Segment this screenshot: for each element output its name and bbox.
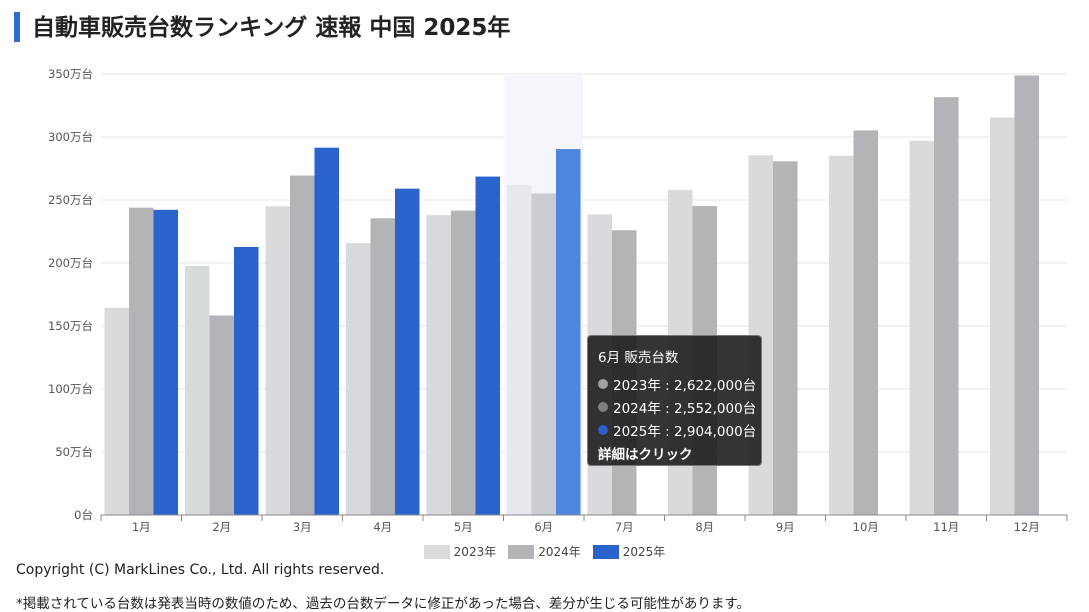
x-tick-label: 2月 — [212, 520, 231, 534]
series-dot-icon — [598, 424, 608, 435]
legend-item-2024[interactable]: 2024年 — [508, 543, 581, 560]
x-tick-label: 6月 — [534, 520, 553, 534]
series-dot-icon — [598, 378, 608, 389]
bar-2023年-12月 — [990, 117, 1015, 515]
y-tick-label: 150万台 — [48, 319, 93, 333]
y-tick-label: 200万台 — [48, 256, 93, 270]
chart-tooltip: 6月 販売台数 2023年 : 2,622,000台 2024年 : 2,552… — [587, 335, 762, 466]
x-tick-label: 8月 — [695, 520, 714, 534]
bar-2024年-1月 — [129, 207, 154, 515]
x-tick-label: 5月 — [454, 520, 473, 534]
chart-grid — [101, 73, 1067, 453]
y-tick-label: 300万台 — [48, 130, 93, 144]
legend-label: 2025年 — [622, 545, 666, 559]
bar-2024年-11月 — [934, 97, 959, 516]
bar-2025年-1月 — [153, 209, 178, 515]
bar-2024年-3月 — [290, 175, 315, 515]
tooltip-row: 2023年 : 2,622,000台 — [598, 372, 756, 395]
legend-swatch-2023 — [423, 544, 450, 559]
bar-2023年-10月 — [829, 155, 854, 515]
bar-2024年-10月 — [853, 130, 878, 515]
bar-2023年-6月 — [507, 184, 532, 516]
bar-2024年-6月 — [531, 193, 556, 515]
series-dot-icon — [598, 401, 608, 412]
tooltip-row: 2024年 : 2,552,000台 — [598, 395, 756, 418]
x-tick-label: 10月 — [853, 520, 879, 534]
sales-bar-chart: 0台 50万台 100万台 150万台 200万台 250万台 300万台 350万台 1月 2月… — [48, 67, 1068, 534]
legend-label: 2024年 — [538, 545, 581, 559]
tooltip-row-text: 2025年 : 2,904,000台 — [613, 423, 757, 440]
y-tick-label: 250万台 — [48, 193, 93, 207]
tooltip-title: 6月 販売台数 — [598, 350, 679, 366]
y-tick-label: 0台 — [74, 508, 93, 522]
copyright-text: Copyright (C) MarkLines Co., Ltd. All ri… — [16, 562, 385, 578]
x-tick-label: 4月 — [373, 520, 392, 534]
tooltip-detail-link[interactable]: 詳細はクリック — [598, 447, 693, 463]
bar-2023年-3月 — [265, 206, 290, 516]
bar-2023年-5月 — [426, 215, 451, 515]
y-tick-label: 100万台 — [48, 382, 93, 396]
bar-2024年-4月 — [370, 218, 395, 515]
bar-2024年-5月 — [451, 210, 476, 516]
x-tick-label: 12月 — [1014, 520, 1040, 534]
tooltip-row-text: 2024年 : 2,552,000台 — [613, 400, 757, 417]
x-tick-label: 9月 — [776, 520, 795, 534]
bar-2023年-11月 — [909, 140, 934, 515]
bar-2024年-12月 — [1014, 75, 1039, 516]
legend-swatch-2024 — [508, 544, 535, 559]
page-title: 自動車販売台数ランキング 速報 中国 2025年 — [32, 15, 511, 41]
tooltip-row-text: 2023年 : 2,622,000台 — [613, 377, 757, 394]
bar-2024年-9月 — [773, 161, 798, 515]
chart-bars — [104, 75, 1039, 516]
y-tick-label: 350万台 — [48, 67, 93, 81]
chart-legend: 2023年 2024年 2025年 — [0, 543, 1089, 560]
x-tick-label: 11月 — [933, 520, 959, 534]
x-tick-label: 3月 — [293, 520, 312, 534]
title-accent-bar — [14, 12, 20, 42]
bar-2025年-3月 — [314, 147, 339, 515]
tooltip-row: 2025年 : 2,904,000台 — [598, 418, 756, 441]
footnote-text: *掲載されている台数は発表当時の数値のため、過去の台数データに修正があった場合、… — [16, 596, 750, 612]
legend-item-2025[interactable]: 2025年 — [592, 543, 666, 560]
bar-2023年-4月 — [346, 243, 371, 516]
legend-label: 2023年 — [453, 545, 497, 559]
bar-2023年-1月 — [104, 307, 129, 515]
chart-axes: 0台 50万台 100万台 150万台 200万台 250万台 300万台 350万台 1月 2月… — [48, 67, 1068, 534]
bar-2024年-2月 — [209, 315, 234, 515]
legend-swatch-2025 — [592, 544, 619, 559]
legend-item-2023[interactable]: 2023年 — [423, 543, 497, 560]
bar-2023年-2月 — [185, 266, 210, 515]
y-tick-label: 50万台 — [55, 445, 93, 459]
bar-2025年-4月 — [395, 188, 420, 515]
bar-2025年-5月 — [475, 176, 500, 515]
x-tick-label: 7月 — [615, 520, 634, 534]
bar-2025年-6月 — [556, 149, 581, 515]
x-tick-label: 1月 — [132, 520, 151, 534]
bar-2025年-2月 — [234, 246, 259, 516]
